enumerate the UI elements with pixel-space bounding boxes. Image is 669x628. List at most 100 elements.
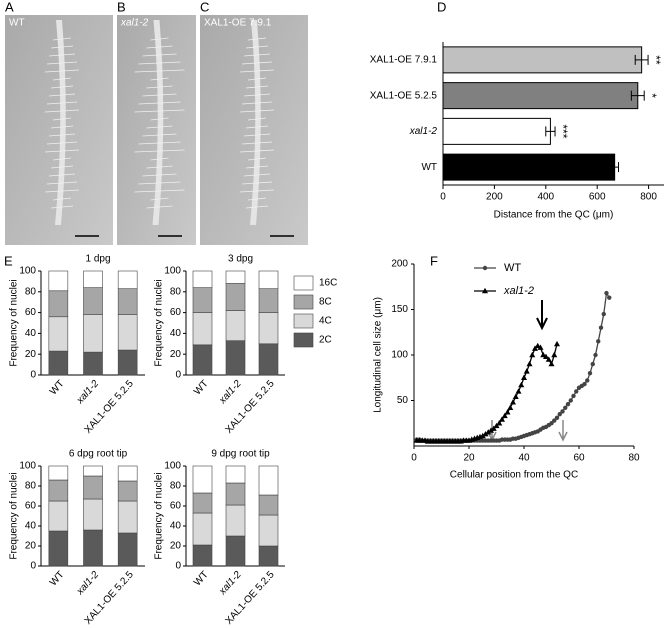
y-axis-label: Frequency of nuclei — [154, 472, 165, 559]
root-hair — [150, 117, 169, 121]
y-tick-label: 0 — [175, 370, 181, 381]
root-hair — [150, 37, 169, 41]
root-hair — [46, 61, 78, 65]
marker — [512, 393, 519, 400]
bar-segment — [83, 351, 103, 376]
root-hair — [138, 101, 181, 105]
x-tick-label: 800 — [640, 192, 657, 203]
bar-segment — [117, 532, 138, 567]
marker — [552, 418, 557, 423]
marker — [565, 401, 571, 407]
root-hair — [134, 69, 185, 73]
root-hair — [142, 53, 177, 57]
root-hair — [142, 93, 177, 97]
root-hair — [241, 101, 273, 105]
legend-swatch — [293, 294, 314, 310]
marker — [590, 361, 595, 367]
bar-segment — [192, 270, 213, 288]
marker — [537, 344, 544, 350]
legend-label: 4C — [319, 316, 332, 327]
y-axis-label: Frequency of nuclei — [9, 279, 20, 366]
bar-segment — [48, 465, 69, 481]
x-tick-label: 0 — [411, 453, 417, 464]
bar-segment — [117, 349, 138, 376]
x-tick-label: WT — [48, 569, 67, 588]
root-hair — [146, 205, 173, 209]
chart-title: 6 dpg root tip — [69, 449, 128, 460]
root-hair — [150, 197, 169, 201]
series-line — [416, 291, 610, 442]
y-tick-label: WT — [421, 162, 437, 173]
panel-letter: C — [200, 0, 209, 14]
bar — [442, 153, 616, 181]
bar-segment — [48, 530, 69, 567]
y-tick-label: 0 — [175, 561, 181, 572]
arrow — [558, 420, 568, 442]
bar-segment — [117, 314, 138, 351]
y-tick-label: 80 — [170, 481, 182, 492]
root-hair — [44, 189, 80, 193]
root-hair — [146, 85, 173, 89]
root-hair — [247, 77, 267, 81]
y-tick-label: 100 — [19, 266, 36, 277]
marker — [499, 416, 505, 422]
root-hair — [48, 53, 76, 57]
y-tick-label: 0 — [30, 561, 36, 572]
panel-letter: E — [4, 253, 13, 268]
root-hair — [46, 101, 78, 105]
marker — [521, 374, 527, 380]
root-hair — [46, 141, 78, 145]
root-hair — [138, 141, 181, 145]
y-tick-label: 20 — [170, 541, 182, 552]
photo-label: XAL1-OE 7.9.1 — [204, 18, 272, 29]
bar-segment — [117, 480, 138, 502]
root-hair — [243, 53, 271, 57]
bar-segment — [192, 344, 213, 376]
root-hair — [44, 109, 80, 113]
marker — [490, 425, 497, 431]
root-hair — [241, 61, 273, 65]
y-tick-label: 20 — [25, 349, 37, 360]
chart-title: 1 dpg — [85, 254, 110, 265]
root-hair — [138, 181, 181, 185]
bar — [442, 117, 551, 145]
root-hair — [52, 37, 72, 41]
marker — [560, 409, 565, 414]
bar-segment — [48, 316, 69, 352]
root-hair — [134, 189, 185, 193]
y-tick-label: 100 — [164, 266, 181, 277]
marker — [554, 340, 560, 347]
marker — [551, 351, 558, 358]
root-hair — [239, 149, 275, 153]
root-hair — [142, 173, 177, 177]
y-tick-label: 0 — [30, 370, 36, 381]
marker — [501, 412, 508, 419]
root-hair — [50, 85, 74, 89]
panel-letter: A — [5, 0, 14, 14]
root-hair — [245, 85, 269, 89]
root-hair — [239, 69, 275, 73]
root-hair — [243, 133, 271, 137]
y-tick-label: 40 — [25, 328, 37, 339]
root-hair — [241, 181, 273, 185]
marker — [593, 352, 598, 358]
marker — [496, 420, 503, 426]
x-tick-label: xal1-2 — [217, 569, 244, 598]
root-hair — [52, 157, 72, 161]
marker — [523, 368, 530, 374]
marker — [601, 311, 606, 317]
x-tick-label: xal1-2 — [217, 378, 244, 407]
panel-letter: B — [117, 0, 126, 14]
bar-segment — [83, 314, 103, 353]
y-tick-label: 80 — [170, 286, 182, 297]
root-hair — [247, 197, 267, 201]
root-hair — [245, 205, 269, 209]
marker — [529, 351, 536, 358]
chart-title: 3 dpg — [228, 254, 253, 265]
bar-segment — [48, 350, 69, 376]
marker — [515, 388, 522, 394]
y-tick-label: 100 — [164, 461, 181, 472]
marker — [548, 360, 555, 367]
bar-segment — [192, 312, 213, 346]
